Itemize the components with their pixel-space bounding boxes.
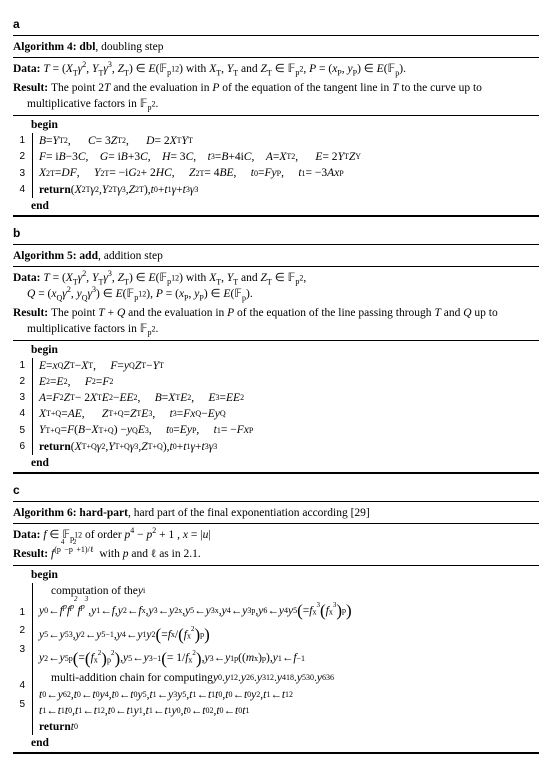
- algo6-body: 12345 begin computation of the yi y0 ← f…: [13, 565, 539, 753]
- algo5-line6: return (XT+Qγ2, YT+Qγ3, ZT+Q), t0 + t1γ …: [39, 439, 539, 455]
- subfig-label-b: b: [13, 225, 539, 242]
- subfig-label-a: a: [13, 16, 539, 33]
- algorithm-5: Algorithm 5: add, addition step Data: T …: [13, 244, 539, 474]
- algo5-result: Result: The point T + Q and the evaluati…: [27, 305, 539, 337]
- algo5-line4: XT+Q = AE, ZT+Q = ZTE3, t3 = FxQ − EyQ: [39, 406, 539, 422]
- algo6-line3: y2 ← y5p (= (fx2)p2), y5 ← y3−1 (= 1/fx2…: [39, 647, 539, 671]
- algo6-comment2: multi-addition chain for computing y0.y1…: [51, 670, 539, 686]
- algo6-line4: t0 ← y62, t0 ← t0y4, t0 ← t0y5, t1 ← y3y…: [39, 687, 539, 703]
- algo5-line1: E = xQZT − XT, F = yQZT − YT: [39, 358, 539, 374]
- algo4-result: Result: The point 2T and the evaluation …: [27, 80, 539, 112]
- algo5-line2: E2 = E2, F2 = F2: [39, 374, 539, 390]
- algo5-line5: YT+Q = F(B − XT+Q) − yQE3, t0 = EyP, t1 …: [39, 422, 539, 438]
- algo6-line5: t1 ← t1t0, t1 ← t12, t0 ← t1y1, t1 ← t1y…: [39, 703, 539, 719]
- algo6-data: Data: f ∈ 𝔽p12 of order p4 − p2 + 1 , x …: [27, 527, 539, 543]
- algo4-title: Algorithm 4: dbl, doubling step: [13, 38, 539, 58]
- algo6-line1: y0 ← fpfp2fp3, y1 ← f, y2 ← fx, y3 ← y2x…: [39, 599, 539, 623]
- algo4-line3: X2T = DF, Y2T = −iG2 + 2HC, Z2T = 4BE, t…: [39, 165, 539, 181]
- algo4-line1: B = YT2, C = 3ZT2, D = 2XTYT: [39, 133, 539, 149]
- algo6-title: Algorithm 6: hard-part, hard part of the…: [13, 504, 539, 524]
- algo5-data: Data: T = (XTγ2, YTγ3, ZT) ∈ E(𝔽p12) wit…: [27, 270, 539, 302]
- algo6-line2: y5 ← y53, y2 ← y5−1, y4 ← y1y2 (= fx/(fx…: [39, 623, 539, 647]
- algo5-body: 123456 begin E = xQZT − XT, F = yQZT − Y…: [13, 340, 539, 473]
- algo6-result: Result: f(p4−p2+1)/ℓ with p and ℓ as in …: [27, 546, 539, 562]
- algorithm-4: Algorithm 4: dbl, doubling step Data: T …: [13, 35, 539, 217]
- algorithm-6: Algorithm 6: hard-part, hard part of the…: [13, 501, 539, 754]
- algo4-line4: return (X2Tγ2, Y2Tγ3, Z2T), t0 + t1γ + t…: [39, 182, 539, 198]
- algo5-title: Algorithm 5: add, addition step: [13, 247, 539, 267]
- algo4-body: 1234 begin B = YT2, C = 3ZT2, D = 2XTYT …: [13, 115, 539, 216]
- algo6-comment1: computation of the yi: [51, 583, 539, 599]
- algo4-line2: F = iB−3C, G = iB+3C, H = 3C, t3 = B+4iC…: [39, 149, 539, 165]
- subfig-label-c: c: [13, 482, 539, 499]
- algo4-data: Data: T = (XTγ2, YTγ3, ZT) ∈ E(𝔽p12) wit…: [27, 61, 539, 77]
- algo5-line3: A = F2ZT − 2XTE2 − EE2, B = XTE2, E3 = E…: [39, 390, 539, 406]
- algo6-return: return t0: [39, 719, 539, 735]
